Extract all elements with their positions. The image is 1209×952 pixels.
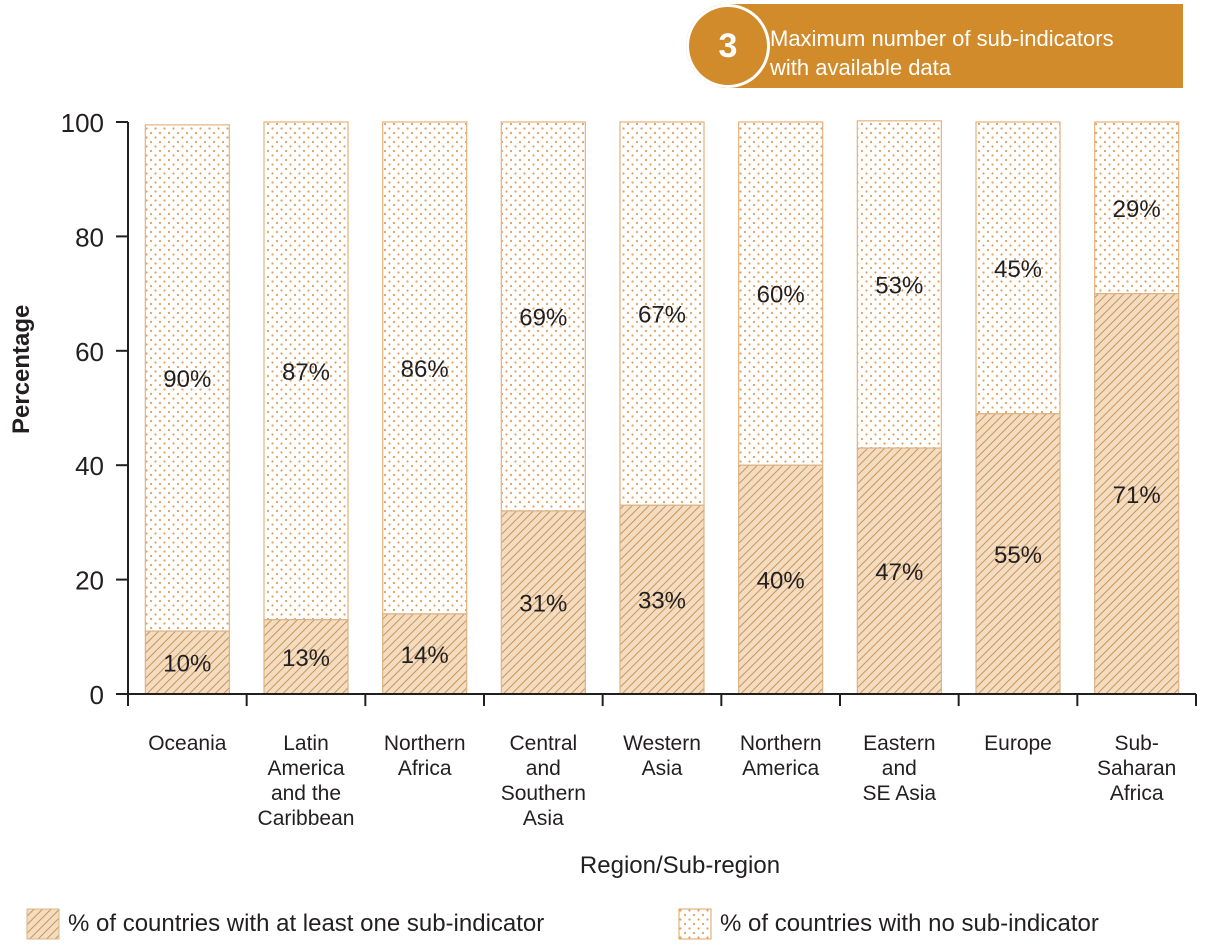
y-axis: 0 20 40 60 80 100 — [61, 108, 129, 710]
bar-2-label-with-sub-indicator: 13% — [282, 645, 330, 672]
bar-1-label-with-sub-indicator: 10% — [163, 651, 211, 678]
bar-1-no-sub-indicator — [144, 124, 230, 632]
x-tick-label-6: Northern America — [740, 732, 822, 780]
bar-4-with-sub-indicator — [500, 510, 586, 695]
bar-2-no-sub-indicator — [263, 121, 349, 621]
bar-7-label-no-sub-indicator: 53% — [875, 272, 923, 299]
bar-8-label-no-sub-indicator: 45% — [994, 256, 1042, 283]
legend-swatch-dotted — [678, 908, 712, 940]
badge-caption-line-1: Maximum number of sub-indicators — [770, 26, 1114, 51]
x-tick-label-3: Northern Africa — [384, 732, 466, 780]
y-tick-label-0: 0 — [90, 680, 104, 710]
bar-5-with-sub-indicator — [619, 504, 705, 695]
y-tick-label-40: 40 — [75, 451, 104, 481]
bar-3-with-sub-indicator — [382, 613, 468, 695]
legend-swatch-hatched — [26, 908, 60, 940]
bar-5-label-no-sub-indicator: 67% — [638, 302, 686, 329]
bar-9-label-with-sub-indicator: 71% — [1113, 482, 1161, 509]
bar-7-no-sub-indicator — [856, 120, 942, 449]
y-tick-label-100: 100 — [61, 108, 104, 138]
x-tick-label-2: Latin America and the Caribbean — [258, 732, 355, 830]
badge-caption-line-2: with available data — [770, 55, 952, 80]
bar-8-with-sub-indicator — [975, 413, 1061, 695]
y-tick-label-20: 20 — [75, 566, 104, 596]
legend-label-no-sub-indicator: % of countries with no sub-indicator — [720, 910, 1099, 937]
bar-3-label-with-sub-indicator: 14% — [401, 642, 449, 669]
y-tick-label-60: 60 — [75, 337, 104, 367]
bar-6-no-sub-indicator — [738, 121, 824, 466]
x-tick-label-1: Oceania — [148, 732, 227, 755]
bar-1-with-sub-indicator — [144, 630, 230, 695]
bar-9-label-no-sub-indicator: 29% — [1113, 196, 1161, 223]
bar-5-label-with-sub-indicator: 33% — [638, 588, 686, 615]
legend-item-with-sub-indicator: % of countries with at least one sub-ind… — [26, 906, 544, 942]
bar-9-with-sub-indicator — [1094, 293, 1180, 695]
x-tick-label-8: Europe — [984, 732, 1052, 755]
x-tick-label-9: Sub-Saharan Africa — [1097, 732, 1176, 805]
bar-6-label-with-sub-indicator: 40% — [757, 568, 805, 595]
x-tick-label-7: Eastern and SE Asia — [863, 732, 937, 805]
x-tick-label-5: Western Asia — [623, 732, 701, 780]
bar-4-label-no-sub-indicator: 69% — [519, 304, 567, 331]
y-axis-title: Percentage — [8, 304, 35, 434]
legend-item-no-sub-indicator: % of countries with no sub-indicator — [678, 906, 1099, 942]
legend-label-with-sub-indicator: % of countries with at least one sub-ind… — [68, 910, 545, 937]
x-tick-label-4: Central and Southern Asia — [501, 732, 586, 830]
x-axis: Oceania Latin America and the Caribbean North… — [127, 693, 1197, 830]
bar-3-label-no-sub-indicator: 86% — [401, 356, 449, 383]
bar-8-no-sub-indicator — [975, 121, 1061, 415]
bar-7-label-with-sub-indicator: 47% — [875, 559, 923, 586]
bar-6-with-sub-indicator — [738, 464, 824, 695]
bar-3-no-sub-indicator — [382, 121, 468, 615]
bar-9-no-sub-indicator — [1094, 121, 1180, 295]
bar-2-label-no-sub-indicator: 87% — [282, 359, 330, 386]
badge-caption: Maximum number of sub-indicators with av… — [770, 24, 1180, 82]
bar-4-label-with-sub-indicator: 31% — [519, 590, 567, 617]
bar-8-label-with-sub-indicator: 55% — [994, 542, 1042, 569]
badge-number: 3 — [686, 4, 770, 88]
bar-7-with-sub-indicator — [856, 447, 942, 695]
bar-2-with-sub-indicator — [263, 619, 349, 695]
bars-layer: 90% 10% 87% 13% 86% 14% 69% 31% 67% 33% 60% 40% 53% 4… — [144, 120, 1180, 695]
x-axis-title: Region/Sub-region — [579, 852, 781, 879]
bar-6-label-no-sub-indicator: 60% — [757, 282, 805, 309]
bar-1-label-no-sub-indicator: 90% — [163, 366, 211, 393]
y-tick-label-80: 80 — [75, 222, 104, 252]
